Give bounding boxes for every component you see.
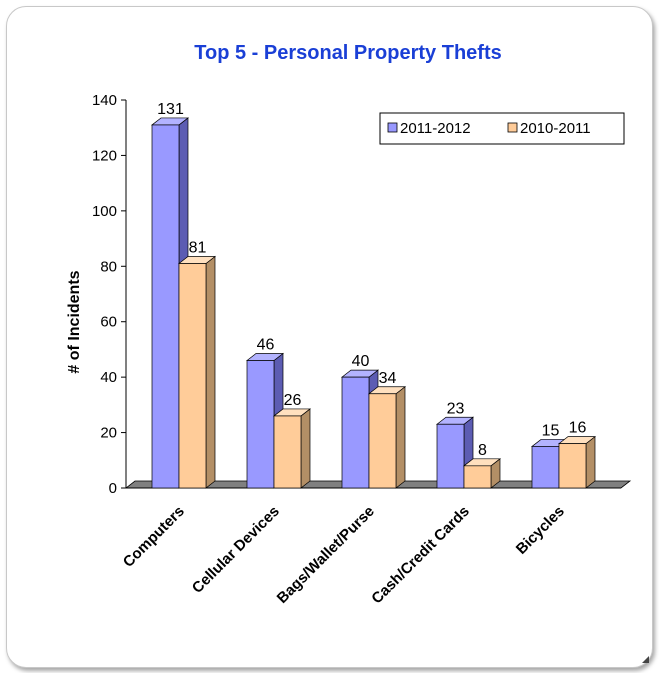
bar bbox=[367, 386, 407, 489]
bar-side bbox=[205, 255, 216, 489]
chart-title: Top 5 - Personal Property Thefts bbox=[194, 42, 501, 64]
axes: 0 20 40 60 80 100 120 140 bbox=[92, 92, 621, 497]
y-tick-label: 120 bbox=[92, 147, 117, 164]
legend: 2011-2012 2010-2011 bbox=[379, 112, 625, 145]
data-label: 34 bbox=[379, 370, 397, 387]
category-label: Cash/Credit Cards bbox=[368, 503, 473, 608]
bar-side bbox=[300, 408, 311, 489]
data-labels: 131 81 46 26 40 34 23 8 15 16 bbox=[157, 101, 586, 459]
data-label: 46 bbox=[257, 337, 275, 354]
bar-front bbox=[273, 415, 302, 489]
bar bbox=[435, 416, 475, 489]
bar-front bbox=[558, 443, 587, 489]
bar-front bbox=[341, 376, 370, 489]
y-tick-label: 20 bbox=[100, 425, 117, 442]
y-tick-label: 80 bbox=[100, 258, 117, 275]
y-tick-label: 0 bbox=[109, 480, 117, 497]
bar bbox=[272, 408, 312, 489]
legend-swatch bbox=[387, 122, 398, 133]
data-label: 81 bbox=[189, 240, 207, 257]
data-label: 26 bbox=[284, 392, 302, 409]
bar-front bbox=[246, 360, 275, 489]
category-label: Computers bbox=[120, 503, 188, 571]
y-tick-label: 60 bbox=[100, 314, 117, 331]
bar-front bbox=[531, 446, 560, 489]
bar-front bbox=[178, 263, 207, 489]
data-label: 131 bbox=[157, 101, 184, 118]
bar-front bbox=[436, 423, 465, 489]
bar-side bbox=[585, 435, 596, 489]
category-label: Bags/Wallet/Purse bbox=[274, 503, 378, 607]
y-tick-label: 40 bbox=[100, 369, 117, 386]
resize-corner-icon bbox=[642, 656, 649, 663]
legend-box bbox=[379, 112, 625, 145]
bar-front bbox=[463, 465, 492, 489]
bar-front bbox=[368, 393, 397, 489]
bar bbox=[557, 435, 597, 489]
category-labels: Computers Cellular DevicesBags/Wallet/Pur… bbox=[120, 503, 568, 608]
y-axis-label: # of Incidents bbox=[66, 270, 83, 373]
bars bbox=[150, 117, 597, 489]
category-label: Cellular Devices bbox=[189, 503, 283, 597]
data-label: 15 bbox=[542, 422, 560, 439]
y-tick-label: 140 bbox=[92, 92, 117, 109]
legend-label: 2010-2011 bbox=[520, 120, 591, 137]
data-label: 8 bbox=[478, 442, 487, 459]
bar bbox=[177, 255, 217, 489]
category-label: Bicycles bbox=[513, 503, 568, 558]
data-label: 40 bbox=[352, 353, 370, 370]
legend-swatch bbox=[507, 122, 518, 133]
legend-label: 2011-2012 bbox=[400, 120, 471, 137]
y-tick-label: 100 bbox=[92, 203, 117, 220]
data-label: 16 bbox=[569, 420, 587, 437]
bar-front bbox=[151, 124, 180, 489]
bar-side bbox=[395, 386, 406, 489]
bar bbox=[462, 458, 502, 489]
data-label: 23 bbox=[447, 400, 465, 417]
